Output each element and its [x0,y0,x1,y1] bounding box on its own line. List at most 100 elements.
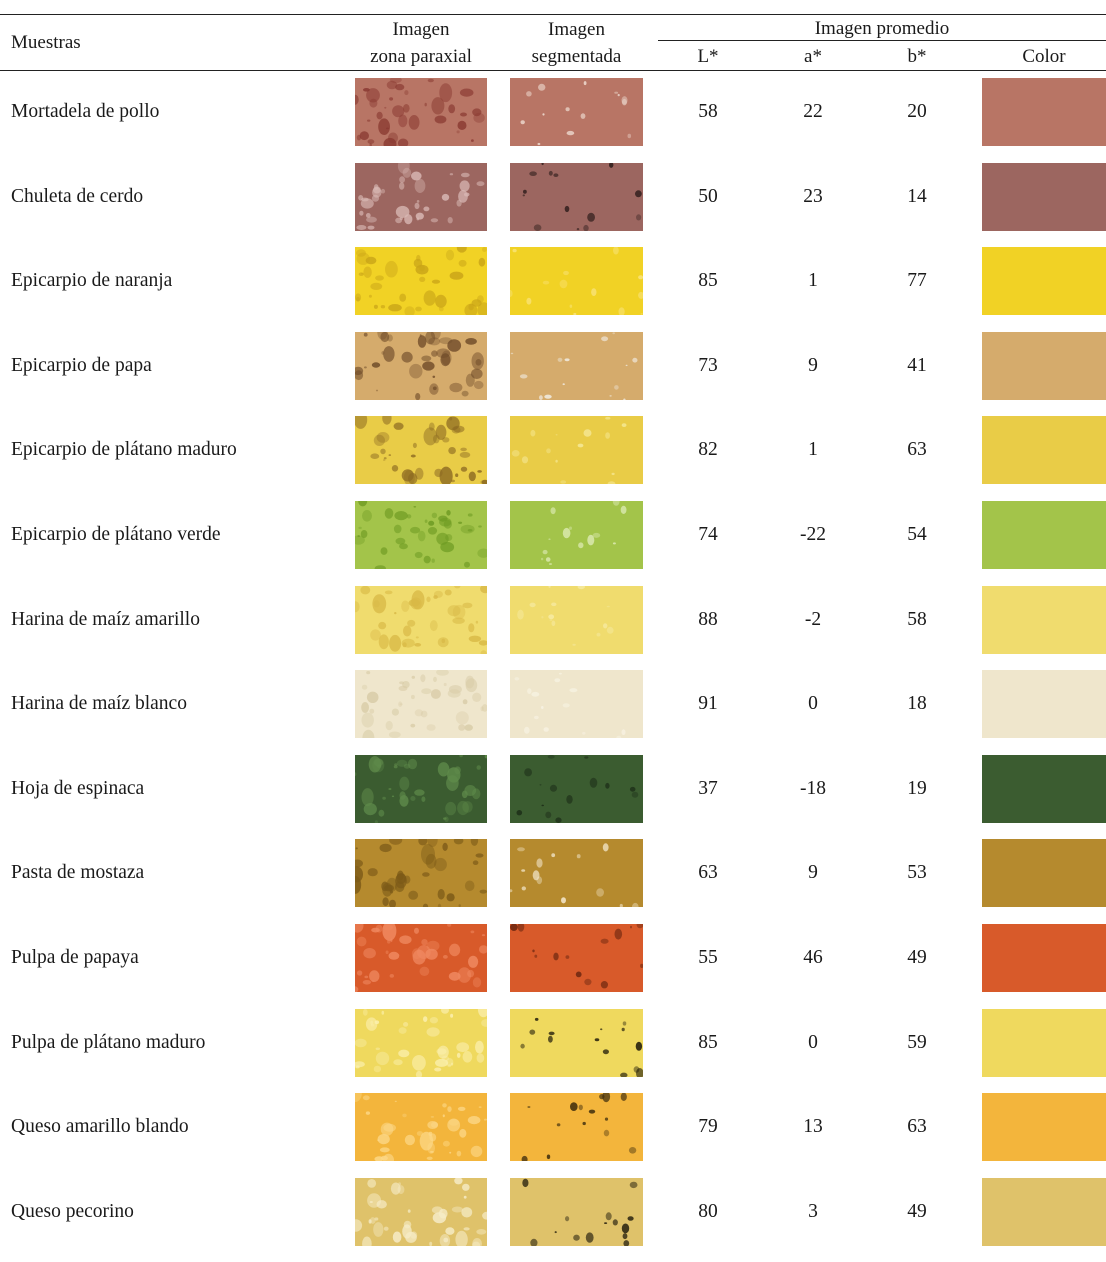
table-row: Chuleta de cerdo 50 23 14 [0,163,1106,247]
segmented-texture [510,839,643,907]
value-a: 0 [808,693,818,714]
paraxial-image [355,924,487,992]
value-L: 82 [698,439,718,460]
sample-name: Epicarpio de papa [11,355,152,376]
paraxial-texture [355,247,487,315]
sample-name: Pulpa de papaya [11,947,139,968]
segmented-texture [510,416,643,484]
value-a: -2 [804,609,822,630]
sample-name: Epicarpio de plátano verde [11,524,221,545]
table-row: Epicarpio de plátano verde 74 -22 54 [0,501,1106,585]
sample-name: Mortadela de pollo [11,101,160,122]
value-b: 63 [907,1116,927,1137]
paraxial-texture [355,670,487,738]
header-L: L* [697,46,719,67]
average-color-swatch [982,416,1106,484]
paraxial-image [355,1178,487,1246]
value-a: 13 [803,1116,823,1137]
average-color-swatch [982,924,1106,992]
value-a: 9 [808,355,818,376]
value-a: 0 [808,1032,818,1053]
segmented-texture [510,332,643,400]
value-L: 88 [698,609,718,630]
paraxial-image [355,755,487,823]
header-paraxial-line1: Imagen [392,19,450,40]
segmented-texture [510,924,643,992]
paraxial-image [355,78,487,146]
header-color: Color [1022,46,1066,67]
average-color-swatch [982,1093,1106,1161]
table-row: Pasta de mostaza 63 9 53 [0,839,1106,923]
value-b: 53 [907,862,927,883]
segmented-image [510,247,643,315]
paraxial-texture [355,755,487,823]
paraxial-image [355,247,487,315]
paraxial-image [355,670,487,738]
value-a: -18 [800,778,826,799]
value-b: 58 [907,609,927,630]
segmented-texture [510,247,643,315]
paraxial-texture [355,501,487,569]
segmented-image [510,416,643,484]
table-row: Hoja de espinaca 37 -18 19 [0,755,1106,839]
value-b: 49 [907,1201,927,1222]
average-color-swatch [982,501,1106,569]
paraxial-texture [355,163,487,231]
header-bottom-rule [0,70,1106,71]
header-a: a* [804,46,822,67]
value-b: 63 [907,439,927,460]
segmented-image [510,586,643,654]
value-b: 19 [907,778,927,799]
paraxial-image [355,332,487,400]
paraxial-texture [355,924,487,992]
value-L: 80 [698,1201,718,1222]
segmented-texture [510,78,643,146]
value-a: 3 [808,1201,818,1222]
average-color-swatch [982,332,1106,400]
value-b: 14 [907,186,927,207]
value-a: 1 [808,270,818,291]
value-L: 37 [698,778,718,799]
paraxial-image [355,163,487,231]
value-L: 85 [698,1032,718,1053]
value-L: 50 [698,186,718,207]
header-segmentada-line1: Imagen [548,19,605,40]
sample-name: Epicarpio de plátano maduro [11,439,237,460]
paraxial-image [355,1093,487,1161]
value-b: 54 [907,524,927,545]
segmented-image [510,924,643,992]
segmented-texture [510,670,643,738]
paraxial-texture [355,78,487,146]
paraxial-image [355,586,487,654]
table-row: Epicarpio de plátano maduro 82 1 63 [0,416,1106,500]
value-a: -22 [800,524,826,545]
table-row: Harina de maíz blanco 91 0 18 [0,670,1106,754]
table-row: Pulpa de plátano maduro 85 0 59 [0,1009,1106,1093]
value-L: 73 [698,355,718,376]
table-row: Harina de maíz amarillo 88 -2 58 [0,586,1106,670]
sample-name: Harina de maíz blanco [11,693,187,714]
sample-name: Pulpa de plátano maduro [11,1032,206,1053]
promedio-group-rule [658,40,1106,41]
value-L: 55 [698,947,718,968]
paraxial-image [355,416,487,484]
average-color-swatch [982,839,1106,907]
segmented-texture [510,1178,643,1246]
paraxial-image [355,501,487,569]
header-imagen-promedio: Imagen promedio [814,18,950,39]
paraxial-image [355,839,487,907]
segmented-image [510,755,643,823]
value-b: 20 [907,101,927,122]
segmented-texture [510,163,643,231]
table-row: Epicarpio de papa 73 9 41 [0,332,1106,416]
table-row: Epicarpio de naranja 85 1 77 [0,247,1106,331]
segmented-image [510,1178,643,1246]
segmented-texture [510,501,643,569]
sample-name: Epicarpio de naranja [11,270,173,291]
segmented-image [510,501,643,569]
average-color-swatch [982,1009,1106,1077]
value-L: 58 [698,101,718,122]
average-color-swatch [982,163,1106,231]
value-L: 91 [698,693,718,714]
